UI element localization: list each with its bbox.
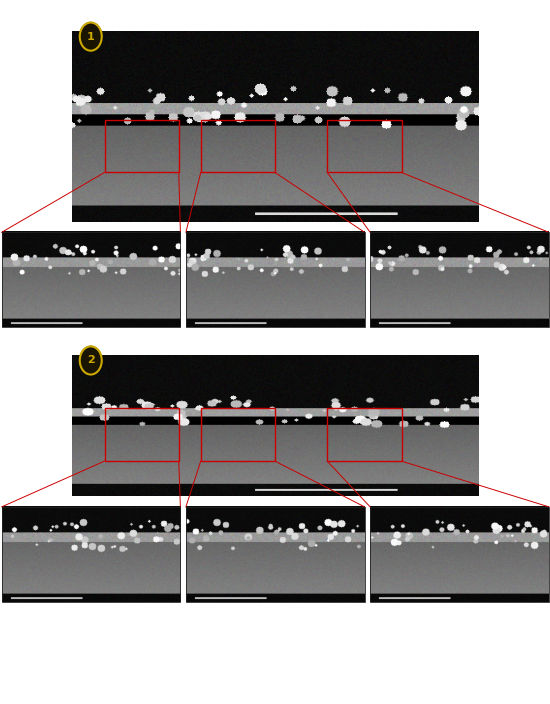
Circle shape: [80, 346, 102, 375]
Bar: [201, 408, 275, 461]
Bar: [186, 507, 365, 602]
Text: 1: 1: [87, 32, 95, 42]
Bar: [370, 507, 549, 602]
Bar: [327, 120, 402, 172]
Bar: [104, 120, 179, 172]
Bar: [186, 232, 365, 327]
Bar: [2, 232, 180, 327]
Bar: [327, 408, 402, 461]
Bar: [201, 120, 275, 172]
Text: 2: 2: [87, 356, 95, 365]
Bar: [2, 507, 180, 602]
Circle shape: [80, 23, 102, 51]
Bar: [370, 232, 549, 327]
Bar: [104, 408, 179, 461]
